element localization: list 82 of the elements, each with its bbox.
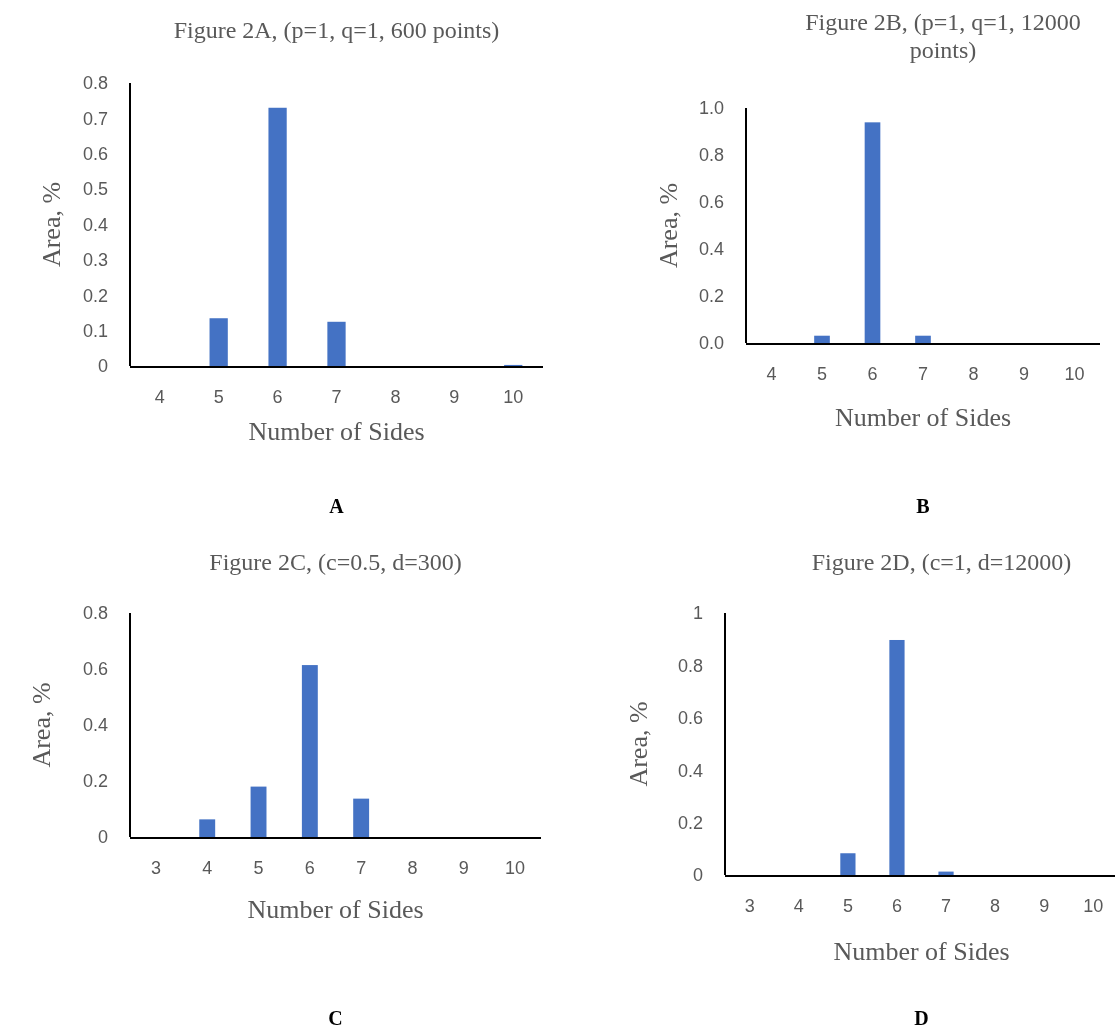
- bar: [327, 321, 346, 366]
- x-tick-label: 8: [390, 387, 401, 407]
- y-tick-label: 0.8: [677, 655, 703, 676]
- x-tick-label: 10: [505, 858, 526, 878]
- y-tick-label: 0.7: [82, 108, 108, 129]
- x-tick-label: 4: [793, 896, 804, 916]
- bar: [209, 318, 228, 366]
- x-tick-label: 7: [356, 858, 367, 878]
- x-axis-title: Number of Sides: [247, 895, 424, 924]
- y-tick-label: 0.2: [82, 285, 108, 306]
- y-axis-title: Area, %: [654, 182, 683, 269]
- y-tick-label: 0.2: [698, 286, 724, 307]
- bar: [268, 107, 287, 366]
- bar: [301, 665, 318, 837]
- y-tick-label: 0.4: [82, 214, 108, 235]
- bar: [353, 798, 370, 837]
- x-tick-label: 8: [990, 896, 1001, 916]
- x-tick-label: 10: [1064, 364, 1085, 384]
- y-axis-title: Area, %: [37, 181, 66, 268]
- bar: [889, 639, 905, 875]
- x-tick-label: 6: [867, 364, 878, 384]
- text: D: [914, 1007, 929, 1025]
- text: C: [328, 1007, 343, 1025]
- x-tick-label: 5: [213, 387, 224, 407]
- y-tick-label: 0.1: [82, 320, 108, 341]
- y-tick-label: 0.2: [677, 812, 703, 833]
- x-tick-label: 7: [917, 364, 929, 384]
- y-tick-label: 0.8: [82, 603, 108, 624]
- chart-title: Figure 2A, (p=1, q=1, 600 points): [173, 17, 500, 43]
- y-tick-label: 0: [692, 865, 703, 886]
- y-tick-label: 0: [97, 356, 108, 377]
- x-tick-label: 5: [842, 896, 853, 916]
- bar: [840, 853, 856, 875]
- x-tick-label: 10: [1083, 896, 1104, 916]
- x-tick-label: 3: [744, 896, 755, 916]
- y-tick-label: 0.4: [698, 239, 724, 260]
- x-tick-label: 6: [891, 896, 902, 916]
- y-tick-label: 0.0: [698, 333, 724, 354]
- x-axis-title: Number of Sides: [248, 417, 425, 446]
- x-tick-label: 4: [766, 364, 777, 384]
- y-tick-label: 0.5: [82, 179, 108, 200]
- x-tick-label: 6: [272, 387, 283, 407]
- bar: [199, 819, 216, 837]
- text: B: [916, 495, 930, 517]
- bar: [250, 786, 267, 837]
- x-tick-label: 5: [816, 364, 828, 384]
- y-axis-title: Area, %: [624, 701, 653, 787]
- bar: [938, 871, 954, 875]
- x-tick-label: 9: [1039, 896, 1050, 916]
- x-tick-label: 9: [449, 387, 460, 407]
- x-tick-label: 3: [150, 858, 161, 878]
- x-tick-label: 9: [458, 858, 469, 878]
- y-tick-label: 0.6: [698, 192, 724, 213]
- x-axis-title: Number of Sides: [834, 403, 1012, 432]
- y-tick-label: 1: [692, 603, 703, 624]
- x-tick-label: 8: [407, 858, 418, 878]
- y-tick-label: 0.8: [698, 145, 724, 166]
- x-tick-label: 7: [331, 387, 342, 407]
- x-tick-label: 8: [968, 364, 979, 384]
- chart-title: Figure 2D, (c=1, d=12000): [811, 549, 1072, 575]
- y-axis-title: Area, %: [27, 682, 56, 768]
- chart-title: Figure 2C, (c=0.5, d=300): [209, 549, 462, 575]
- x-tick-label: 10: [503, 387, 524, 407]
- y-tick-label: 1.0: [698, 98, 724, 119]
- y-tick-label: 0.3: [82, 250, 108, 271]
- x-tick-label: 6: [304, 858, 315, 878]
- chart-title: Figure 2B, (p=1, q=1, 12000 points): [805, 9, 1081, 63]
- x-tick-label: 4: [154, 387, 165, 407]
- y-tick-label: 0: [97, 827, 108, 848]
- y-tick-label: 0.8: [82, 73, 108, 94]
- x-tick-label: 7: [941, 896, 952, 916]
- text: A: [329, 495, 345, 517]
- y-tick-label: 0.4: [677, 760, 703, 781]
- y-tick-label: 0.4: [82, 715, 108, 736]
- x-tick-label: 5: [253, 858, 264, 878]
- x-tick-label: 9: [1018, 364, 1030, 384]
- x-tick-label: 4: [202, 858, 213, 878]
- y-tick-label: 0.6: [82, 144, 108, 165]
- y-tick-label: 0.2: [82, 771, 108, 792]
- y-tick-label: 0.6: [677, 708, 703, 729]
- x-axis-title: Number of Sides: [833, 937, 1010, 966]
- y-tick-label: 0.6: [82, 659, 108, 680]
